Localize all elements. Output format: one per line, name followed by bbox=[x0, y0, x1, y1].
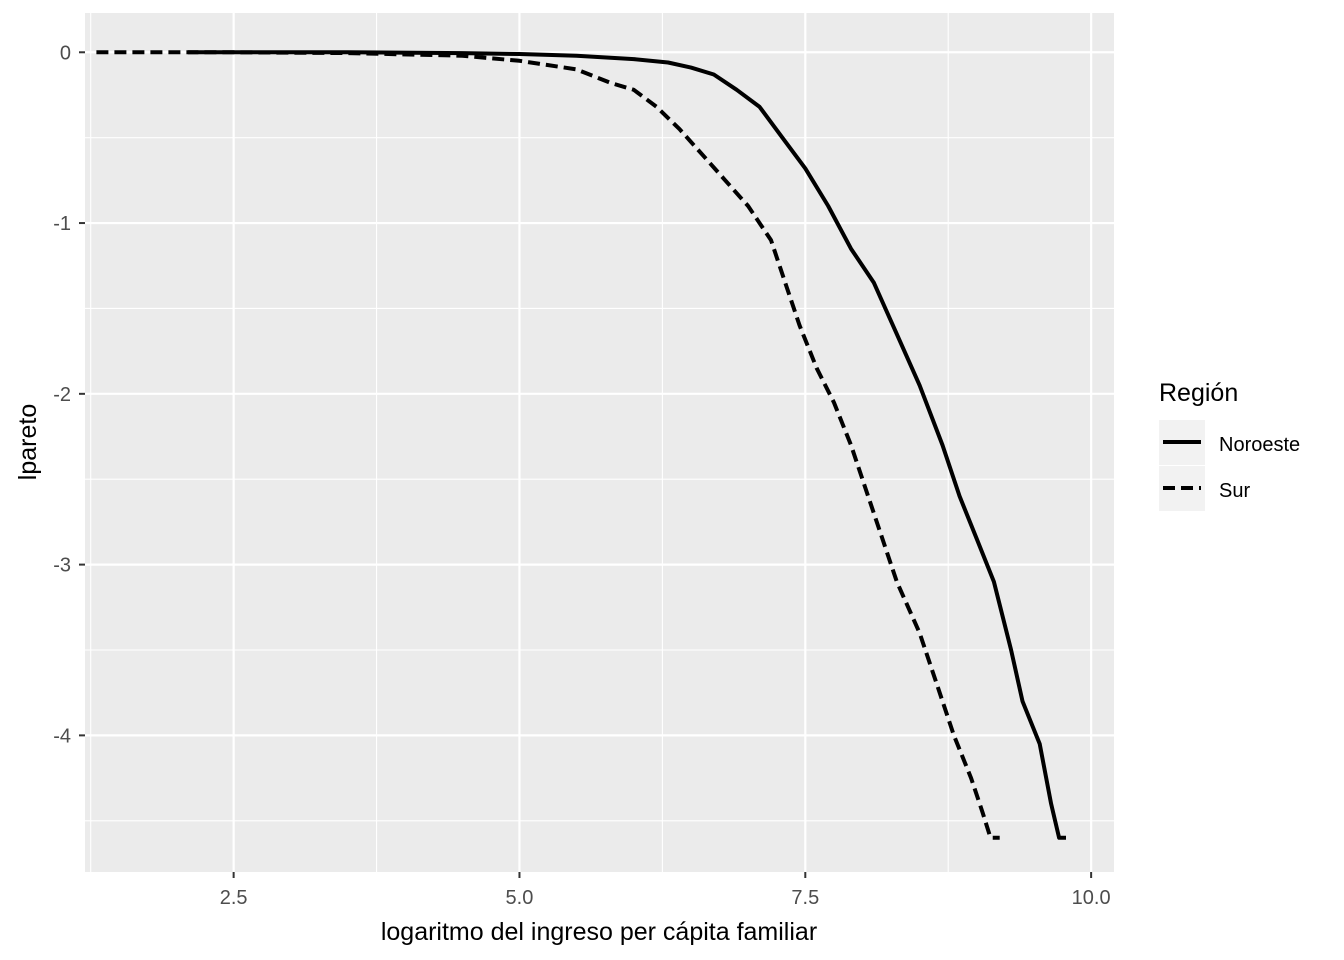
x-tick-label: 5.0 bbox=[506, 887, 534, 909]
y-tick-label: -4 bbox=[53, 725, 71, 747]
x-tick-label: 2.5 bbox=[220, 887, 248, 909]
y-tick-label: -3 bbox=[53, 555, 71, 577]
x-axis-ticks: 2.5 5.0 7.5 10.0 bbox=[220, 872, 1111, 909]
plot-panel bbox=[85, 13, 1114, 872]
series-line-noroeste bbox=[187, 50, 1066, 840]
y-tick-label: -2 bbox=[53, 384, 71, 406]
legend-label-sur: Sur bbox=[1219, 480, 1250, 502]
y-axis-ticks: 0 -1 -2 -3 -4 bbox=[53, 42, 85, 747]
legend-title: Región bbox=[1159, 379, 1238, 407]
y-tick-label: -1 bbox=[53, 213, 71, 235]
x-tick-label: 7.5 bbox=[791, 887, 819, 909]
legend: Región Noroeste Sur bbox=[1159, 379, 1300, 511]
y-axis-title: lpareto bbox=[14, 404, 42, 480]
grid-minor bbox=[85, 13, 1114, 872]
y-tick-label: 0 bbox=[60, 42, 71, 64]
series-line-sur bbox=[96, 50, 1000, 840]
legend-label-noroeste: Noroeste bbox=[1219, 434, 1300, 456]
series-layer bbox=[96, 50, 1066, 840]
x-axis-title: logaritmo del ingreso per cápita familia… bbox=[381, 918, 817, 946]
x-tick-label: 10.0 bbox=[1072, 887, 1111, 909]
